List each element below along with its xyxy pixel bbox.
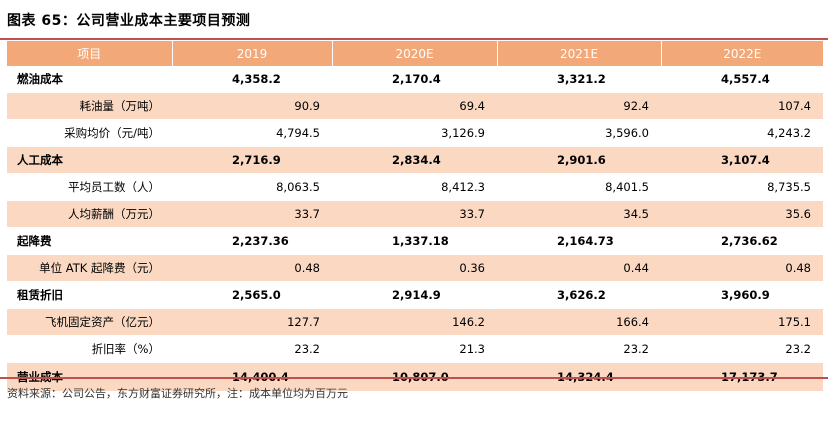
row-label: 折旧率（%） (7, 335, 172, 363)
row-label: 单位 ATK 起降费（元） (7, 254, 172, 282)
cell-value: 127.7 (172, 308, 332, 336)
table-row: 人均薪酬（万元） 33.7 33.7 34.5 35.6 (7, 200, 823, 228)
cell-value: 33.7 (332, 200, 497, 228)
row-label: 人均薪酬（万元） (7, 200, 172, 228)
cell-value: 69.4 (332, 92, 497, 120)
header-2020e: 2020E (331, 41, 497, 66)
cell-value: 0.48 (172, 254, 332, 282)
cell-value: 0.36 (332, 254, 497, 282)
cell-value: 23.2 (497, 335, 661, 363)
cell-value: 3,626.2 (497, 281, 661, 309)
row-label: 人工成本 (7, 146, 172, 174)
row-label: 燃油成本 (7, 66, 172, 93)
cell-value: 90.9 (172, 92, 332, 120)
cell-value: 2,914.9 (332, 281, 497, 309)
figure-title: 图表 65：公司营业成本主要项目预测 (7, 13, 251, 29)
table-row: 采购均价（元/吨） 4,794.5 3,126.9 3,596.0 4,243.… (7, 119, 823, 147)
cell-value: 23.2 (172, 335, 332, 363)
cell-value: 35.6 (661, 200, 823, 228)
cell-value: 23.2 (661, 335, 823, 363)
cell-value: 2,716.9 (172, 146, 332, 174)
bottom-divider (0, 377, 828, 379)
cell-value: 1,337.18 (332, 227, 497, 255)
cell-value: 4,794.5 (172, 119, 332, 147)
table-header-row: 项目 2019 2020E 2021E 2022E (7, 41, 823, 66)
header-2021e: 2021E (496, 41, 661, 66)
cell-value: 0.44 (497, 254, 661, 282)
cell-value: 8,063.5 (172, 173, 332, 201)
cell-value: 2,237.36 (172, 227, 332, 255)
table-row: 飞机固定资产（亿元） 127.7 146.2 166.4 175.1 (7, 308, 823, 336)
cell-value: 8,735.5 (661, 173, 823, 201)
row-label: 起降费 (7, 227, 172, 255)
cell-value: 8,412.3 (332, 173, 497, 201)
cell-value: 4,243.2 (661, 119, 823, 147)
cell-value: 2,901.6 (497, 146, 661, 174)
row-label: 平均员工数（人） (7, 173, 172, 201)
cell-value: 175.1 (661, 308, 823, 336)
row-label: 飞机固定资产（亿元） (7, 308, 172, 336)
cost-forecast-table: 项目 2019 2020E 2021E 2022E 燃油成本 4,358.2 2… (7, 41, 823, 392)
table-row: 折旧率（%） 23.2 21.3 23.2 23.2 (7, 335, 823, 363)
cell-value: 4,557.4 (661, 66, 823, 93)
row-label: 采购均价（元/吨） (7, 119, 172, 147)
table-row: 燃油成本 4,358.2 2,170.4 3,321.2 4,557.4 (7, 66, 823, 93)
table-row: 人工成本 2,716.9 2,834.4 2,901.6 3,107.4 (7, 146, 823, 174)
cell-value: 107.4 (661, 92, 823, 120)
cell-value: 0.48 (661, 254, 823, 282)
cell-value: 21.3 (332, 335, 497, 363)
table-row: 租赁折旧 2,565.0 2,914.9 3,626.2 3,960.9 (7, 281, 823, 309)
row-label: 租赁折旧 (7, 281, 172, 309)
header-item: 项目 (7, 41, 172, 66)
cell-value: 4,358.2 (172, 66, 332, 93)
table-row: 起降费 2,237.36 1,337.18 2,164.73 2,736.62 (7, 227, 823, 255)
cell-value: 3,960.9 (661, 281, 823, 309)
cell-value: 2,736.62 (661, 227, 823, 255)
cell-value: 3,126.9 (332, 119, 497, 147)
header-2022e: 2022E (660, 41, 823, 66)
source-note: 资料来源：公司公告，东方财富证券研究所，注：成本单位均为百万元 (7, 387, 348, 400)
cell-value: 34.5 (497, 200, 661, 228)
table-row: 平均员工数（人） 8,063.5 8,412.3 8,401.5 8,735.5 (7, 173, 823, 201)
row-label: 耗油量（万吨） (7, 92, 172, 120)
cell-value: 3,596.0 (497, 119, 661, 147)
cell-value: 2,565.0 (172, 281, 332, 309)
cell-value: 92.4 (497, 92, 661, 120)
cell-value: 2,170.4 (332, 66, 497, 93)
cell-value: 166.4 (497, 308, 661, 336)
table-row: 单位 ATK 起降费（元） 0.48 0.36 0.44 0.48 (7, 254, 823, 282)
cell-value: 2,834.4 (332, 146, 497, 174)
cell-value: 3,107.4 (661, 146, 823, 174)
cell-value: 33.7 (172, 200, 332, 228)
header-2019: 2019 (171, 41, 332, 66)
cell-value: 146.2 (332, 308, 497, 336)
cell-value: 3,321.2 (497, 66, 661, 93)
table-row: 耗油量（万吨） 90.9 69.4 92.4 107.4 (7, 92, 823, 120)
cell-value: 2,164.73 (497, 227, 661, 255)
title-divider (0, 38, 828, 40)
cell-value: 8,401.5 (497, 173, 661, 201)
